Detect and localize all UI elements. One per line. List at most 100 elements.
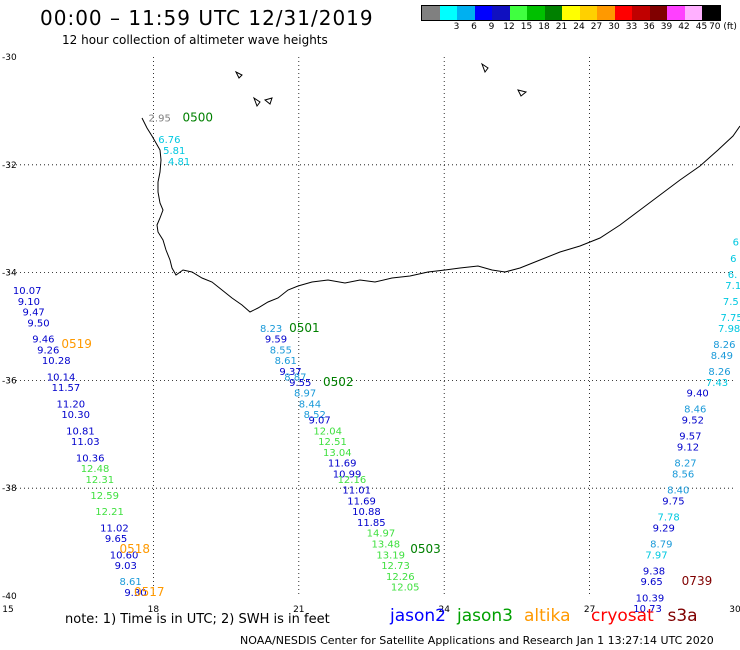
island-path — [517, 89, 528, 97]
legend-swatch — [579, 6, 597, 20]
legend-swatch — [474, 6, 492, 20]
legend-tick-label: 45 — [695, 22, 708, 32]
wave-height-label: 6 — [733, 238, 739, 249]
footer-credit: NOAA/NESDIS Center for Satellite Applica… — [240, 634, 714, 647]
altimeter-tracks: 2.956.765.814.818.239.598.558.619.378.87… — [13, 114, 740, 615]
legend-tick-label: 70 (ft) — [709, 22, 737, 32]
legend-swatch — [667, 6, 685, 20]
wave-height-label: 14.97 — [367, 529, 396, 540]
pass-time-label: 0500 — [182, 111, 213, 125]
legend-tick-label: 36 — [643, 22, 655, 32]
wave-height-label: 10.81 — [66, 426, 95, 437]
wave-height-label: 9.46 — [32, 335, 54, 346]
wave-height-label: 9.12 — [677, 442, 699, 453]
wave-height-label: 11.69 — [328, 459, 357, 470]
wave-height-label: 12.73 — [381, 561, 410, 572]
wave-height-label: 7.75 — [720, 313, 740, 324]
footer-note: note: 1) Time is in UTC; 2) SWH is in fe… — [65, 612, 330, 627]
wave-height-label: 4.81 — [168, 157, 190, 168]
wave-height-label: 9.57 — [679, 432, 701, 443]
lon-tick-label: 18 — [148, 605, 160, 615]
wave-height-label: 11.85 — [357, 518, 386, 529]
color-legend — [421, 5, 721, 21]
lat-tick-label: -30 — [2, 53, 17, 63]
pass-time-label: 0517 — [134, 585, 165, 599]
wave-height-label: 12.48 — [81, 464, 110, 475]
satellite-legend-item: jason2 — [390, 606, 446, 626]
wave-height-label: 10.28 — [42, 356, 71, 367]
wave-height-label: 10.39 — [636, 593, 665, 604]
legend-swatch — [457, 6, 475, 20]
lon-tick-label: 21 — [293, 605, 304, 615]
wave-height-label: 8.26 — [713, 340, 735, 351]
legend-tick-label: 24 — [573, 22, 585, 32]
legend-tick-label: 33 — [625, 22, 638, 32]
wave-height-label: 8.56 — [672, 469, 694, 480]
pass-time-label: 0518 — [119, 542, 150, 556]
wave-height-label: 9.07 — [308, 416, 330, 427]
pass-time-label: 0519 — [61, 337, 92, 351]
wave-height-label: 8.46 — [684, 405, 706, 416]
wave-height-label: 7.78 — [657, 513, 679, 524]
wave-height-label: 9.47 — [23, 308, 45, 319]
wave-height-label: 13.19 — [376, 550, 405, 561]
wave-height-label: 10.99 — [333, 469, 362, 480]
wave-height-label: 9.65 — [640, 577, 662, 588]
time-labels: 0500 0501 0502 0503 0519 0518 0517 0739 — [61, 111, 712, 599]
wave-height-label: 10.73 — [633, 604, 662, 615]
island-path — [263, 97, 273, 105]
lon-tick-label: 24 — [438, 605, 450, 615]
wave-height-label: 7.97 — [645, 550, 667, 561]
wave-height-label: 7.98 — [718, 324, 740, 335]
wave-height-label: 11.69 — [347, 496, 376, 507]
legend-swatch — [439, 6, 457, 20]
wave-height-label: 7.5 — [723, 297, 739, 308]
satellite-legend-item: jason3 — [457, 606, 513, 626]
legend-swatch — [527, 6, 545, 20]
wave-height-label: 10.30 — [61, 410, 90, 421]
wave-height-label: 8.44 — [299, 399, 321, 410]
wave-height-label: 9.30 — [124, 588, 146, 599]
wave-height-label: 8.61 — [119, 577, 141, 588]
wave-height-label: 8.79 — [650, 539, 672, 550]
wave-height-label: 6 — [730, 254, 736, 265]
wave-height-label: 12.05 — [391, 583, 420, 594]
legend-tick-label: 18 — [538, 22, 550, 32]
wave-height-label: 8.55 — [270, 345, 292, 356]
wave-height-label: 12.16 — [338, 475, 367, 486]
wave-height-label: 8.49 — [711, 351, 733, 362]
legend-tick-label: 3 — [453, 22, 460, 32]
wave-height-label: 12.26 — [386, 572, 415, 583]
pass-time-label: 0503 — [410, 542, 441, 556]
legend-tick-label: 42 — [678, 22, 690, 32]
wave-height-label: 8.26 — [708, 367, 730, 378]
wave-height-label: 9.59 — [265, 335, 287, 346]
legend-tick-label: 12 — [503, 22, 515, 32]
legend-swatch — [614, 6, 632, 20]
legend-swatch — [562, 6, 580, 20]
wave-height-label: 9.26 — [37, 345, 59, 356]
satellite-legend-item: altika — [524, 606, 571, 626]
legend-swatch — [597, 6, 615, 20]
wave-height-label: 7.1 — [725, 281, 740, 292]
wave-height-label: 9.55 — [289, 378, 311, 389]
satellite-legend-item: s3a — [667, 606, 698, 626]
wave-height-label: 8.61 — [275, 356, 297, 367]
wave-height-label: 10.14 — [47, 372, 76, 383]
lat-tick-label: -36 — [2, 376, 17, 386]
legend-swatch — [422, 6, 440, 20]
legend-swatch — [509, 6, 527, 20]
wave-height-label: 13.04 — [323, 448, 352, 459]
pass-time-label: 0739 — [682, 574, 713, 588]
legend-tick-label: 15 — [520, 22, 533, 32]
wave-height-label: 6.76 — [158, 135, 180, 146]
wave-height-label: 8.23 — [260, 324, 282, 335]
legend-swatch — [632, 6, 650, 20]
legend-swatch — [649, 6, 667, 20]
wave-height-label: 8.97 — [294, 389, 316, 400]
wave-height-label: 12.51 — [318, 437, 347, 448]
legend-tick-label: 30 — [608, 22, 620, 32]
wave-height-label: 11.03 — [71, 437, 100, 448]
lat-tick-label: -40 — [2, 592, 17, 602]
wave-height-label: 5.81 — [163, 146, 185, 157]
